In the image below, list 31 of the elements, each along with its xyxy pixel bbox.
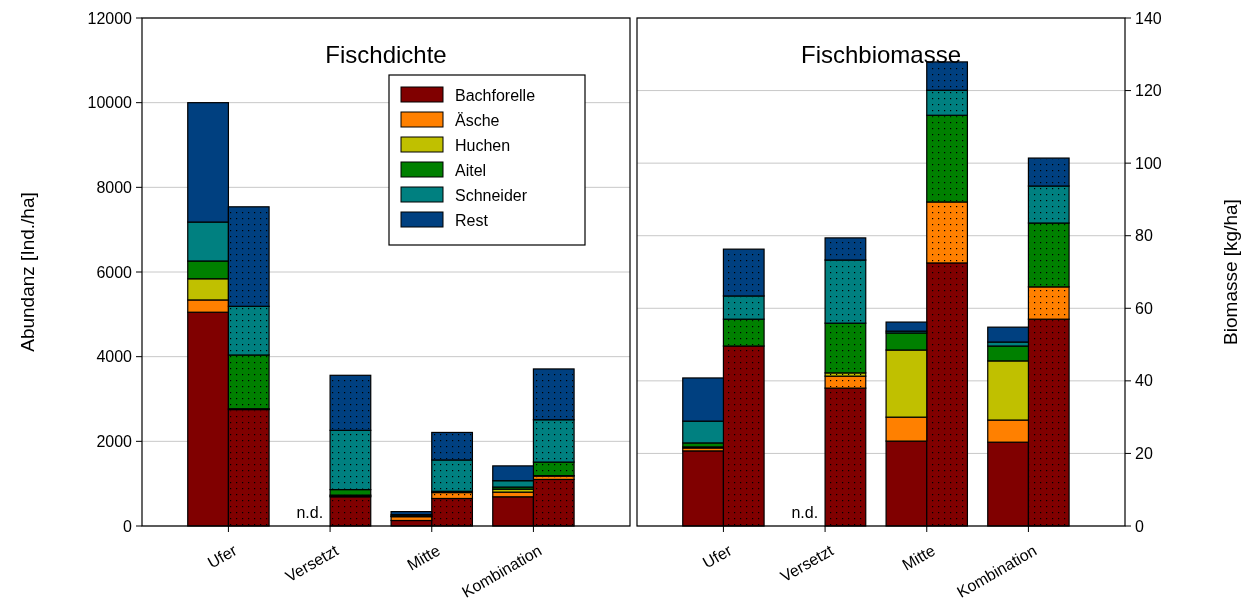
y2-tick-label: 80 <box>1135 227 1153 245</box>
annotation: n.d. <box>791 504 819 521</box>
y-tick-label: 2000 <box>96 432 133 450</box>
x-tick-label: Mitte <box>404 541 443 574</box>
legend-label: Rest <box>455 211 489 229</box>
y2-tick-label: 40 <box>1135 372 1153 390</box>
legend-label: Äsche <box>455 111 500 129</box>
annotation: n.d. <box>296 504 324 521</box>
y2-tick-label: 100 <box>1135 154 1162 172</box>
text: Fischdichte <box>325 41 447 68</box>
x-tick-label: Mitte <box>899 541 938 574</box>
y2-tick-label: 0 <box>1135 517 1144 535</box>
y-tick-label: 10000 <box>87 94 133 112</box>
y-tick-label: 6000 <box>96 263 133 281</box>
y-tick-label: 0 <box>123 517 133 535</box>
y2-tick-label: 120 <box>1135 82 1162 100</box>
y-tick-label: 4000 <box>96 348 133 366</box>
y-axis-title: Abundanz [Ind./ha] <box>16 192 38 352</box>
legend-label: Huchen <box>455 136 511 154</box>
legend-label: Aitel <box>455 161 487 179</box>
y2-tick-label: 140 <box>1135 9 1162 27</box>
y2-axis-title: Biomasse [kg/ha] <box>1219 199 1241 345</box>
x-tick-label: Ufer <box>204 541 241 572</box>
y2-tick-label: 20 <box>1135 445 1153 463</box>
y-tick-label: 12000 <box>87 9 133 27</box>
text: Fischbiomasse <box>800 41 962 68</box>
x-tick-label: Ufer <box>699 541 736 572</box>
legend-label: Schneider <box>455 186 528 204</box>
y2-tick-label: 60 <box>1135 299 1153 317</box>
legend-label: Bachforelle <box>455 86 536 104</box>
y-tick-label: 8000 <box>96 178 133 196</box>
